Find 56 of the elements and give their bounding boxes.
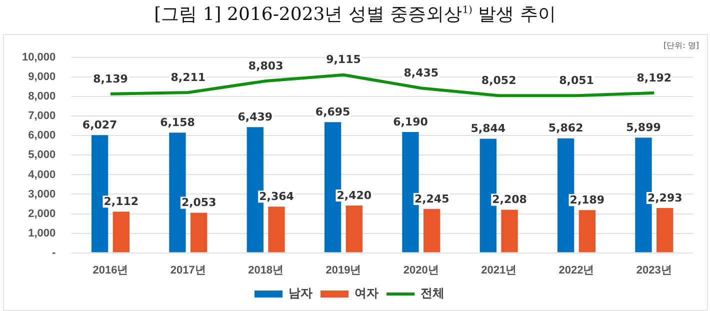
legend-label: 남자 <box>288 286 312 300</box>
y-tick-label: 2,000 <box>28 208 56 220</box>
data-label: 2,053 <box>181 196 216 210</box>
data-label: 2,364 <box>259 190 294 204</box>
data-label: 9,115 <box>326 53 361 66</box>
x-tick-label: 2016년 <box>92 264 128 276</box>
bar <box>112 212 130 252</box>
y-tick-label: 8,000 <box>28 90 56 103</box>
bar <box>346 206 362 252</box>
legend-label: 여자 <box>354 286 378 300</box>
bar <box>424 208 440 252</box>
data-label: 8,192 <box>636 71 672 84</box>
text: [단위: 명] <box>664 40 699 51</box>
chart-title: [그림 1] 2016-2023년 성별 중증외상$^{1)}$ 발생 추이 <box>153 3 557 26</box>
x-tick-label: 2020년 <box>403 264 439 276</box>
x-tick-label: 2021년 <box>481 264 517 276</box>
legend-label: 전체 <box>420 286 444 300</box>
bar <box>656 208 674 252</box>
y-tick-label: 1,000 <box>28 227 56 240</box>
bar <box>268 206 285 252</box>
data-label: 2,293 <box>647 191 682 204</box>
data-label: 2,189 <box>570 193 605 206</box>
data-label: 8,051 <box>559 74 594 88</box>
y-tick-label: 7,000 <box>28 110 56 122</box>
data-label: 6,439 <box>238 110 273 124</box>
y-tick-label: 9,000 <box>28 71 56 84</box>
x-tick-label: 2022년 <box>558 264 594 276</box>
y-tick-label: 4,000 <box>28 168 56 181</box>
data-label: 6,190 <box>393 115 428 128</box>
data-label: 5,899 <box>626 121 661 134</box>
bar <box>190 212 208 252</box>
x-tick-label: 2023년 <box>636 264 672 276</box>
y-tick-label: 6,000 <box>28 130 56 142</box>
data-label: 6,027 <box>82 118 118 132</box>
data-label: 8,211 <box>170 70 206 84</box>
data-label: 5,862 <box>548 122 584 135</box>
data-label: 2,245 <box>414 192 450 206</box>
y-tick-label: 3,000 <box>28 188 56 200</box>
data-label: 2,112 <box>104 194 139 208</box>
bar <box>578 210 596 252</box>
y-tick-label: 5,000 <box>28 149 56 162</box>
data-label: 8,435 <box>404 66 439 80</box>
x-tick-label: 2019년 <box>326 264 362 276</box>
data-label: 2,420 <box>336 188 372 202</box>
x-tick-label: 2018년 <box>248 264 284 276</box>
bar <box>501 210 518 252</box>
data-label: 2,208 <box>492 193 527 206</box>
data-label: 8,139 <box>93 72 128 86</box>
x-tick-label: 2017년 <box>170 264 206 276</box>
data-label: 8,803 <box>248 59 284 72</box>
y-tick-label: - <box>52 246 56 259</box>
y-tick-label: 10,000 <box>22 52 56 64</box>
data-label: 6,158 <box>160 116 195 129</box>
data-label: 6,695 <box>315 105 350 118</box>
data-label: 5,844 <box>470 122 506 136</box>
data-label: 8,052 <box>481 74 516 87</box>
